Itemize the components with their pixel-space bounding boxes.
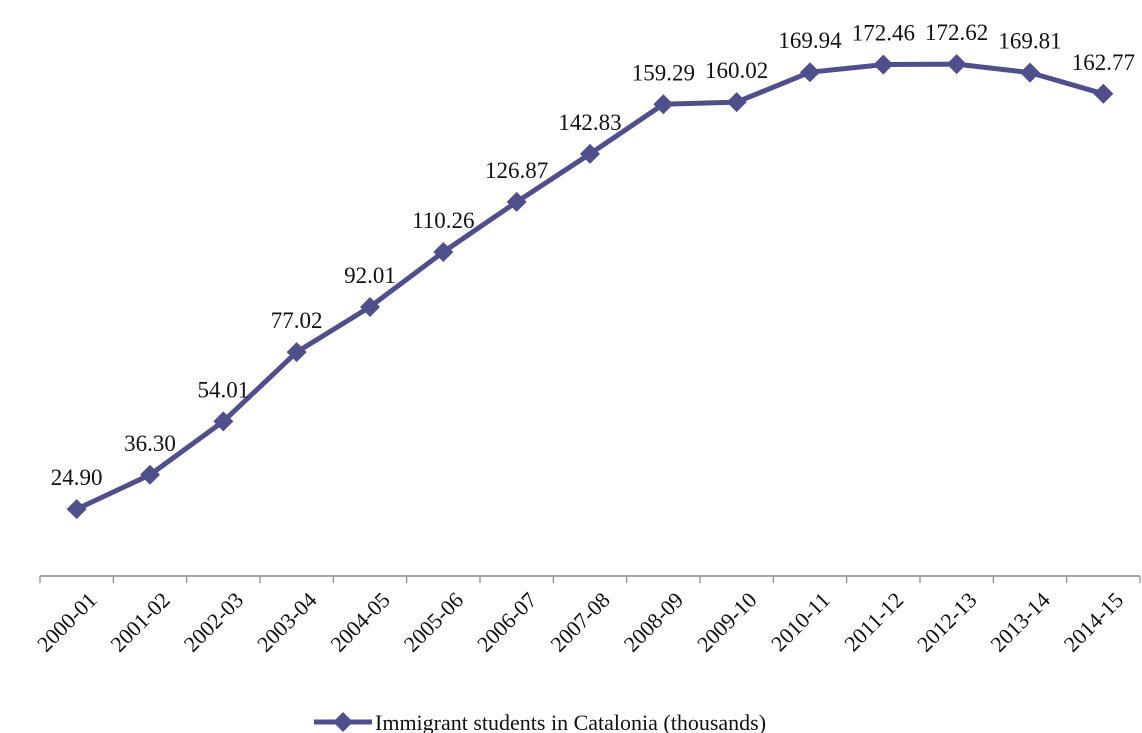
x-tick-label: 2011-12	[839, 587, 908, 656]
x-tick-label: 2012-13	[912, 587, 982, 657]
data-labels: 24.90 36.30 54.01 77.02 92.01 110.26 126.87 142…	[51, 20, 1135, 490]
data-point	[433, 241, 454, 262]
series-layer	[66, 54, 1114, 520]
data-label: 142.83	[558, 110, 621, 135]
legend-label: Immigrant students in Catalonia (thousan…	[375, 710, 766, 733]
data-point	[140, 464, 160, 485]
x-tick-label: 2013-14	[985, 587, 1055, 657]
x-tick-label: 2014-15	[1059, 587, 1129, 657]
data-label: 162.77	[1072, 50, 1135, 75]
data-label: 92.01	[344, 263, 396, 288]
data-label: 159.29	[632, 60, 695, 85]
data-point	[360, 296, 380, 317]
data-point	[213, 411, 234, 432]
data-label: 77.02	[271, 308, 323, 333]
legend: Immigrant students in Catalonia (thousan…	[314, 710, 766, 733]
data-point	[66, 499, 87, 520]
x-tick-label: 2003-04	[252, 587, 322, 657]
data-point	[873, 54, 894, 75]
x-tick-label: 2000-01	[32, 587, 102, 657]
x-tick-label: 2008-09	[619, 587, 689, 657]
data-point	[506, 191, 527, 212]
data-point	[653, 94, 674, 115]
data-label: 110.26	[412, 208, 474, 233]
data-label: 169.81	[998, 29, 1061, 54]
data-label: 54.01	[197, 377, 249, 402]
data-label: 160.02	[705, 58, 768, 83]
data-point	[1020, 62, 1040, 83]
data-point	[946, 54, 967, 75]
x-tick-label: 2005-06	[399, 587, 469, 657]
data-label: 126.87	[485, 158, 548, 183]
x-tick-label: 2004-05	[325, 587, 395, 657]
data-point	[286, 342, 307, 363]
x-tick-label: 2009-10	[692, 587, 762, 657]
data-point	[726, 92, 747, 113]
x-tick-label: 2010-11	[766, 587, 835, 656]
data-point	[580, 143, 600, 164]
x-tick-label: 2006-07	[472, 587, 542, 657]
data-label: 172.62	[925, 20, 988, 45]
data-label: 172.46	[852, 21, 915, 46]
data-label: 36.30	[124, 431, 176, 456]
data-label: 24.90	[51, 465, 103, 490]
x-tick-label: 2001-02	[105, 587, 175, 657]
x-axis: 2000-01 2001-02 2002-03 2003-04 2004-05 2005-…	[32, 575, 1141, 657]
data-point	[800, 62, 820, 83]
legend-marker	[333, 712, 353, 732]
x-tick-label: 2007-08	[545, 587, 615, 657]
x-tick-label: 2002-03	[179, 587, 249, 657]
data-label: 169.94	[778, 28, 842, 53]
data-point	[1093, 83, 1114, 104]
